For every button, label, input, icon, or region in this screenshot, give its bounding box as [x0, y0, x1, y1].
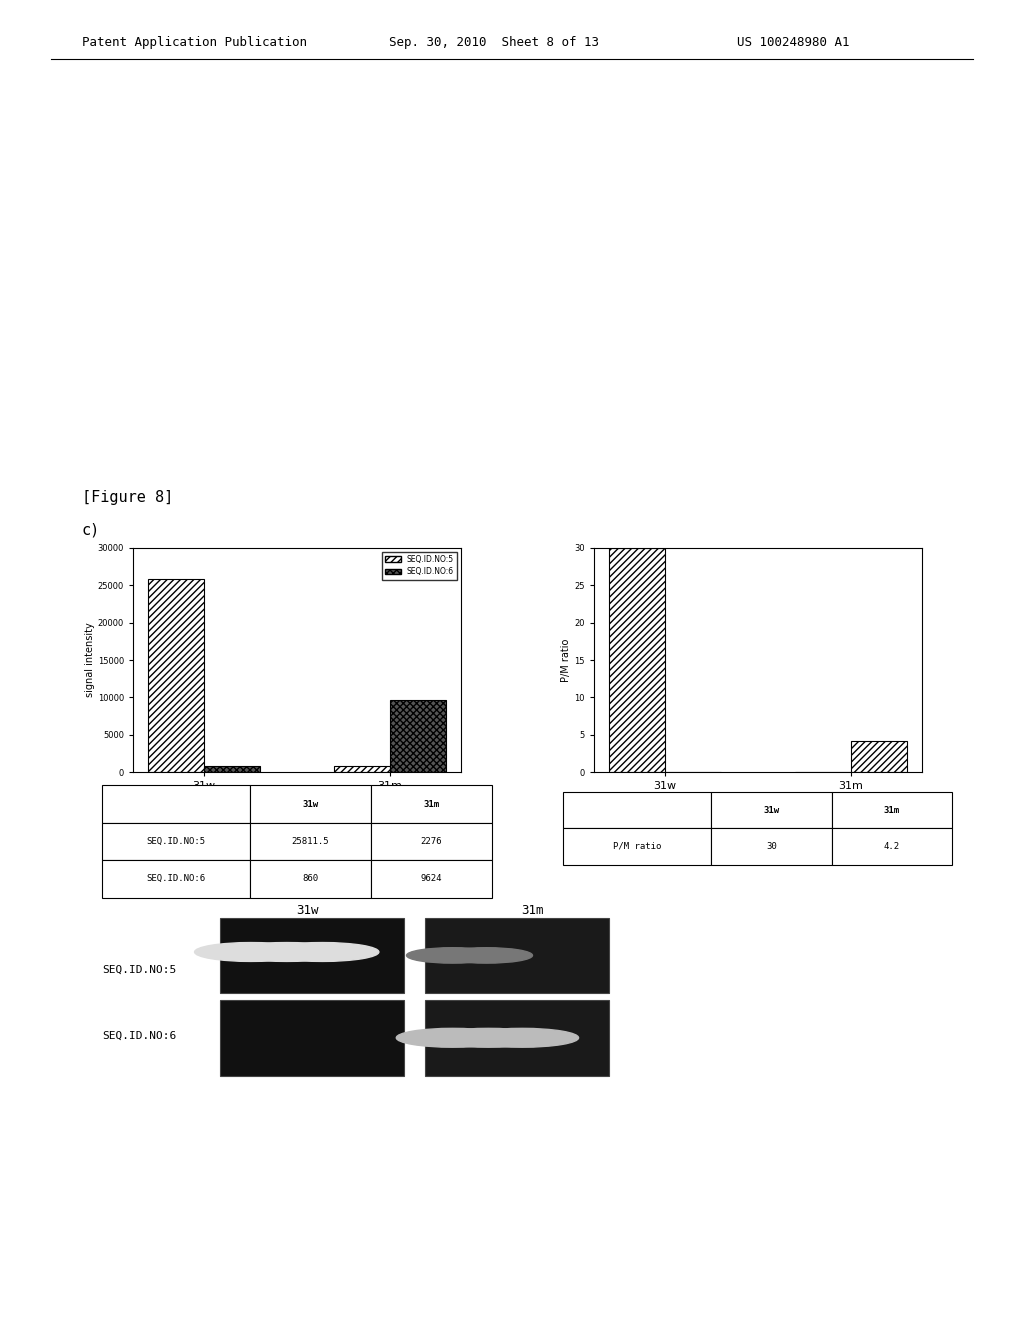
Text: Sep. 30, 2010  Sheet 8 of 13: Sep. 30, 2010 Sheet 8 of 13 — [389, 36, 599, 49]
Bar — [711, 829, 831, 865]
Bar — [250, 785, 371, 822]
Bar — [220, 1001, 404, 1076]
Text: SEQ.ID.NO:6: SEQ.ID.NO:6 — [146, 874, 206, 883]
Text: P/M ratio: P/M ratio — [613, 842, 662, 851]
Bar — [102, 785, 250, 822]
Bar — [102, 822, 250, 861]
Circle shape — [396, 1028, 509, 1047]
Text: SEQ.ID.NO:5: SEQ.ID.NO:5 — [146, 837, 206, 846]
Bar — [334, 766, 390, 772]
Text: 31m: 31m — [423, 800, 439, 809]
Y-axis label: P/M ratio: P/M ratio — [561, 639, 571, 681]
Bar — [250, 822, 371, 861]
Bar — [220, 917, 404, 993]
Circle shape — [266, 942, 379, 961]
Text: 4.2: 4.2 — [884, 842, 900, 851]
Bar — [390, 700, 445, 772]
Circle shape — [466, 1028, 579, 1047]
Circle shape — [440, 948, 532, 964]
Bar — [711, 792, 831, 829]
Text: SEQ.ID.NO:6: SEQ.ID.NO:6 — [102, 1031, 177, 1041]
Bar — [563, 792, 711, 829]
Bar — [250, 861, 371, 898]
Bar — [831, 829, 952, 865]
Bar — [371, 861, 492, 898]
Text: 31m: 31m — [521, 904, 544, 917]
Text: US 100248980 A1: US 100248980 A1 — [737, 36, 850, 49]
Bar — [425, 1001, 609, 1076]
Circle shape — [432, 1028, 545, 1047]
Text: SEQ.ID.NO:5: SEQ.ID.NO:5 — [102, 965, 177, 975]
Text: [Figure 8]: [Figure 8] — [82, 490, 173, 504]
Text: 25811.5: 25811.5 — [292, 837, 330, 846]
Text: Patent Application Publication: Patent Application Publication — [82, 36, 307, 49]
Y-axis label: signal intensity: signal intensity — [85, 623, 95, 697]
Text: 31w: 31w — [302, 800, 318, 809]
Circle shape — [195, 942, 307, 961]
Circle shape — [407, 948, 499, 964]
Bar — [148, 579, 204, 772]
Text: 2276: 2276 — [421, 837, 442, 846]
Text: 31w: 31w — [296, 904, 318, 917]
Text: 31m: 31m — [884, 805, 900, 814]
Bar — [851, 741, 906, 772]
Circle shape — [230, 942, 343, 961]
Bar — [425, 917, 609, 993]
Legend: SEQ.ID.NO:5, SEQ.ID.NO:6: SEQ.ID.NO:5, SEQ.ID.NO:6 — [382, 552, 457, 579]
Text: 30: 30 — [766, 842, 777, 851]
Text: 860: 860 — [302, 874, 318, 883]
Bar — [371, 822, 492, 861]
Text: 31w: 31w — [763, 805, 779, 814]
Bar — [831, 792, 952, 829]
Bar — [371, 785, 492, 822]
Text: 9624: 9624 — [421, 874, 442, 883]
Bar — [204, 766, 260, 772]
Bar — [102, 861, 250, 898]
Bar — [563, 829, 711, 865]
Text: c): c) — [82, 523, 100, 537]
Bar — [609, 548, 665, 772]
